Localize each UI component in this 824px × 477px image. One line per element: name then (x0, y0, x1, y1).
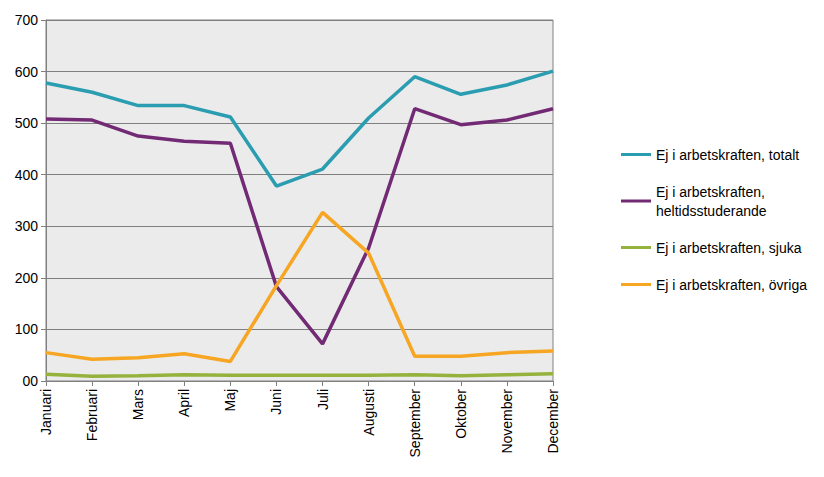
svg-text:December: December (545, 389, 561, 454)
svg-text:Juni: Juni (268, 389, 284, 415)
svg-text:300: 300 (15, 218, 39, 234)
svg-text:100: 100 (15, 321, 39, 337)
svg-text:Februari: Februari (84, 389, 100, 441)
svg-text:500: 500 (15, 115, 39, 131)
svg-text:November: November (499, 389, 515, 454)
svg-text:Juli: Juli (315, 389, 331, 410)
svg-text:Maj: Maj (222, 389, 238, 412)
svg-text:400: 400 (15, 167, 39, 183)
svg-text:Augusti: Augusti (361, 389, 377, 436)
svg-text:Januari: Januari (38, 389, 54, 435)
svg-text:April: April (176, 389, 192, 417)
svg-text:Ej i arbetskraften, totalt: Ej i arbetskraften, totalt (656, 147, 799, 163)
svg-text:200: 200 (15, 270, 39, 286)
svg-text:heltidsstuderande: heltidsstuderande (656, 203, 767, 219)
svg-text:00: 00 (22, 373, 38, 389)
svg-text:600: 600 (15, 64, 39, 80)
svg-text:Ej i arbetskraften, sjuka: Ej i arbetskraften, sjuka (656, 240, 802, 256)
svg-text:700: 700 (15, 12, 39, 28)
svg-text:Ej i arbetskraften,: Ej i arbetskraften, (656, 184, 769, 200)
svg-text:Oktober: Oktober (453, 389, 469, 439)
svg-text:Mars: Mars (130, 389, 146, 420)
svg-text:September: September (407, 389, 423, 458)
svg-text:Ej i arbetskraften, övriga: Ej i arbetskraften, övriga (656, 277, 807, 293)
